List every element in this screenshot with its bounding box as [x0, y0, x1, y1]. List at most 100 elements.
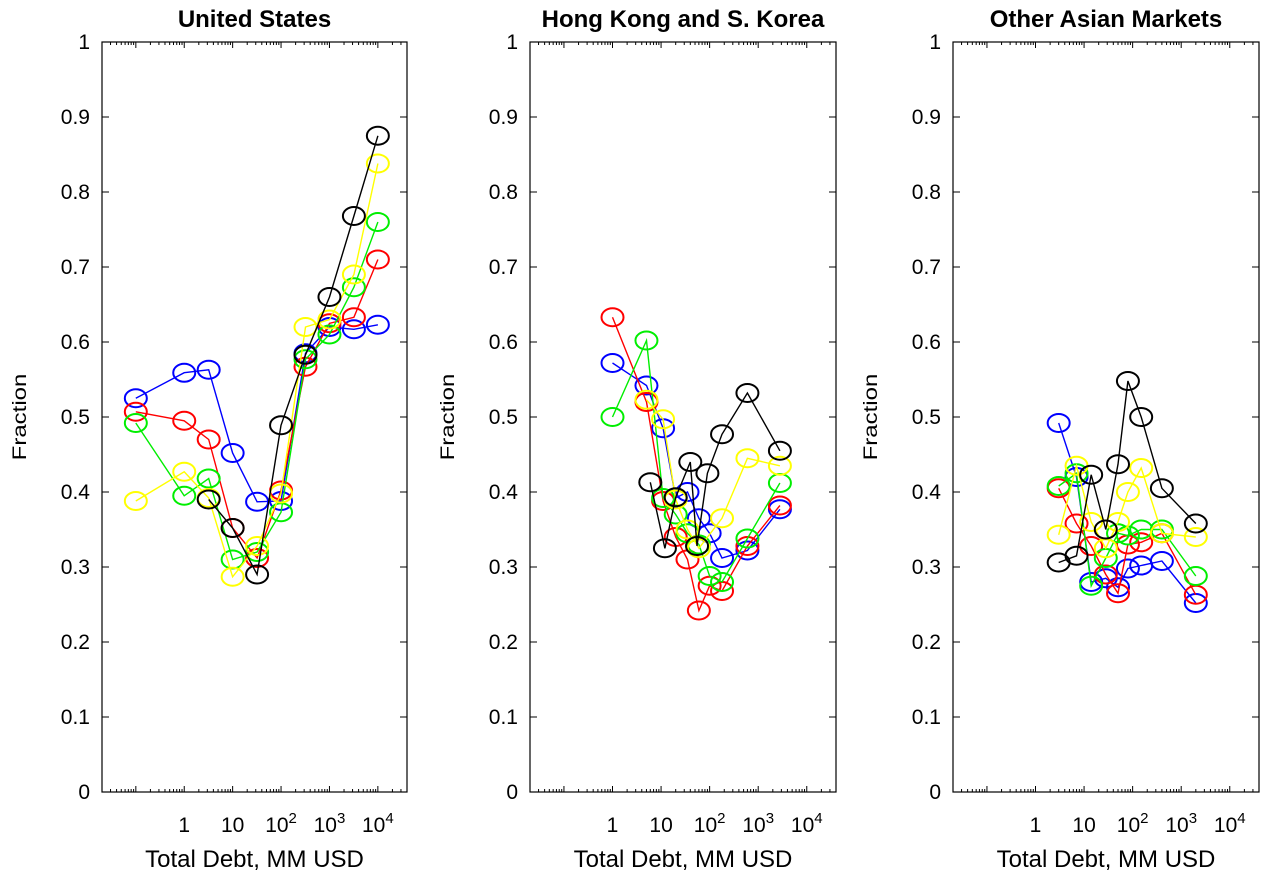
data-point: [1183, 566, 1208, 586]
y-tick-label: 0.5: [912, 406, 941, 429]
y-tick-label: 0.6: [61, 331, 90, 354]
data-point: [245, 564, 270, 585]
y-tick-label: 0.8: [61, 181, 90, 204]
data-point: [245, 536, 270, 556]
x-tick-label: 1: [607, 814, 619, 837]
data-point: [600, 307, 625, 328]
x-tick-base: 10: [1117, 814, 1140, 837]
data-point: [1046, 524, 1071, 545]
data-point: [1046, 413, 1071, 433]
data-point: [600, 407, 625, 427]
y-tick-label: 0.1: [61, 706, 90, 729]
data-point: [1183, 527, 1208, 547]
y-tick-label: 0: [78, 781, 90, 804]
x-tick-exponent: 3: [766, 810, 774, 827]
series-4: [196, 125, 390, 585]
y-tick-label: 1: [506, 31, 518, 54]
data-point: [1149, 478, 1174, 499]
data-point: [675, 519, 700, 540]
y-tick-label: 1: [78, 31, 90, 54]
data-point: [220, 443, 245, 463]
data-point: [1183, 513, 1208, 534]
x-axis-label: Total Debt, MM USD: [997, 846, 1216, 873]
data-point: [317, 287, 342, 307]
data-point: [685, 536, 710, 556]
x-tick-label: 104: [362, 810, 394, 837]
series-0: [123, 314, 390, 512]
series-line: [645, 399, 781, 550]
data-point: [710, 424, 735, 445]
data-point: [710, 548, 735, 568]
data-point: [196, 468, 221, 489]
data-point: [123, 401, 148, 422]
data-point: [196, 489, 221, 510]
series-1: [1046, 478, 1208, 605]
data-point: [293, 356, 318, 377]
x-tick-exponent: 2: [1140, 810, 1148, 827]
chart-title: United States: [178, 6, 331, 33]
data-point: [710, 572, 735, 592]
data-point: [1093, 564, 1118, 585]
x-tick-exponent: 4: [1237, 810, 1245, 827]
plot-frame: [952, 41, 1260, 793]
data-point: [1106, 577, 1131, 598]
series-3: [634, 389, 792, 559]
x-tick-exponent: 4: [814, 810, 822, 827]
y-tick-label: 0.1: [912, 706, 941, 729]
data-point: [365, 125, 390, 146]
x-tick-label: 104: [791, 810, 823, 837]
data-point: [365, 212, 390, 232]
panel-united-states: United States 0 0.1 0.2 0.3 0.4 0.5 0.6 0.7 0.8 0.…: [8, 6, 408, 873]
y-tick-label: 0.9: [489, 106, 518, 129]
x-tick-label: 10: [649, 814, 672, 837]
data-point: [1106, 583, 1131, 604]
data-point: [735, 383, 760, 403]
data-point: [317, 309, 342, 330]
data-point: [317, 324, 342, 345]
data-point: [196, 429, 221, 450]
y-tick-label: 0.4: [61, 481, 91, 504]
series-1: [123, 249, 390, 568]
data-point: [1129, 407, 1154, 427]
y-tick-label: 0.7: [912, 256, 941, 279]
data-point: [341, 206, 366, 226]
data-point: [735, 448, 760, 469]
data-point: [245, 548, 270, 568]
chart-title: Hong Kong and S. Korea: [542, 6, 825, 33]
x-tick-label: 102: [265, 810, 297, 837]
data-point: [634, 389, 659, 410]
x-tick-label: 103: [1165, 810, 1197, 837]
data-point: [686, 538, 711, 559]
y-axis-label: Fraction: [436, 374, 458, 461]
data-point: [220, 518, 245, 538]
y-tick-label: 0.5: [61, 406, 90, 429]
data-point: [678, 452, 703, 472]
series-3: [1046, 455, 1208, 559]
x-tick-label: 10: [1072, 814, 1095, 837]
y-axis-label: Fraction: [859, 374, 881, 461]
series-3: [123, 153, 390, 587]
series-line: [135, 259, 379, 560]
y-tick-label: 0.8: [489, 181, 518, 204]
data-point: [365, 314, 390, 335]
data-point: [600, 353, 625, 373]
data-point: [123, 388, 148, 409]
data-point: [651, 409, 676, 430]
x-tick-label: 1: [1030, 814, 1042, 837]
plot-frame: [101, 41, 408, 793]
x-tick-label: 104: [1214, 810, 1246, 837]
y-tick-label: 0.4: [489, 481, 519, 504]
data-point: [652, 538, 677, 559]
data-point: [1064, 513, 1089, 534]
y-tick-label: 0.2: [489, 631, 518, 654]
data-point: [767, 473, 792, 493]
y-tick-label: 0.3: [912, 556, 941, 579]
data-point: [172, 362, 197, 383]
data-point: [172, 410, 197, 431]
data-point: [686, 600, 711, 621]
y-tick-label: 1: [929, 31, 941, 54]
y-tick-label: 0.7: [61, 256, 90, 279]
x-tick-base: 10: [362, 814, 385, 837]
data-point: [1079, 575, 1104, 596]
data-point: [365, 249, 390, 270]
